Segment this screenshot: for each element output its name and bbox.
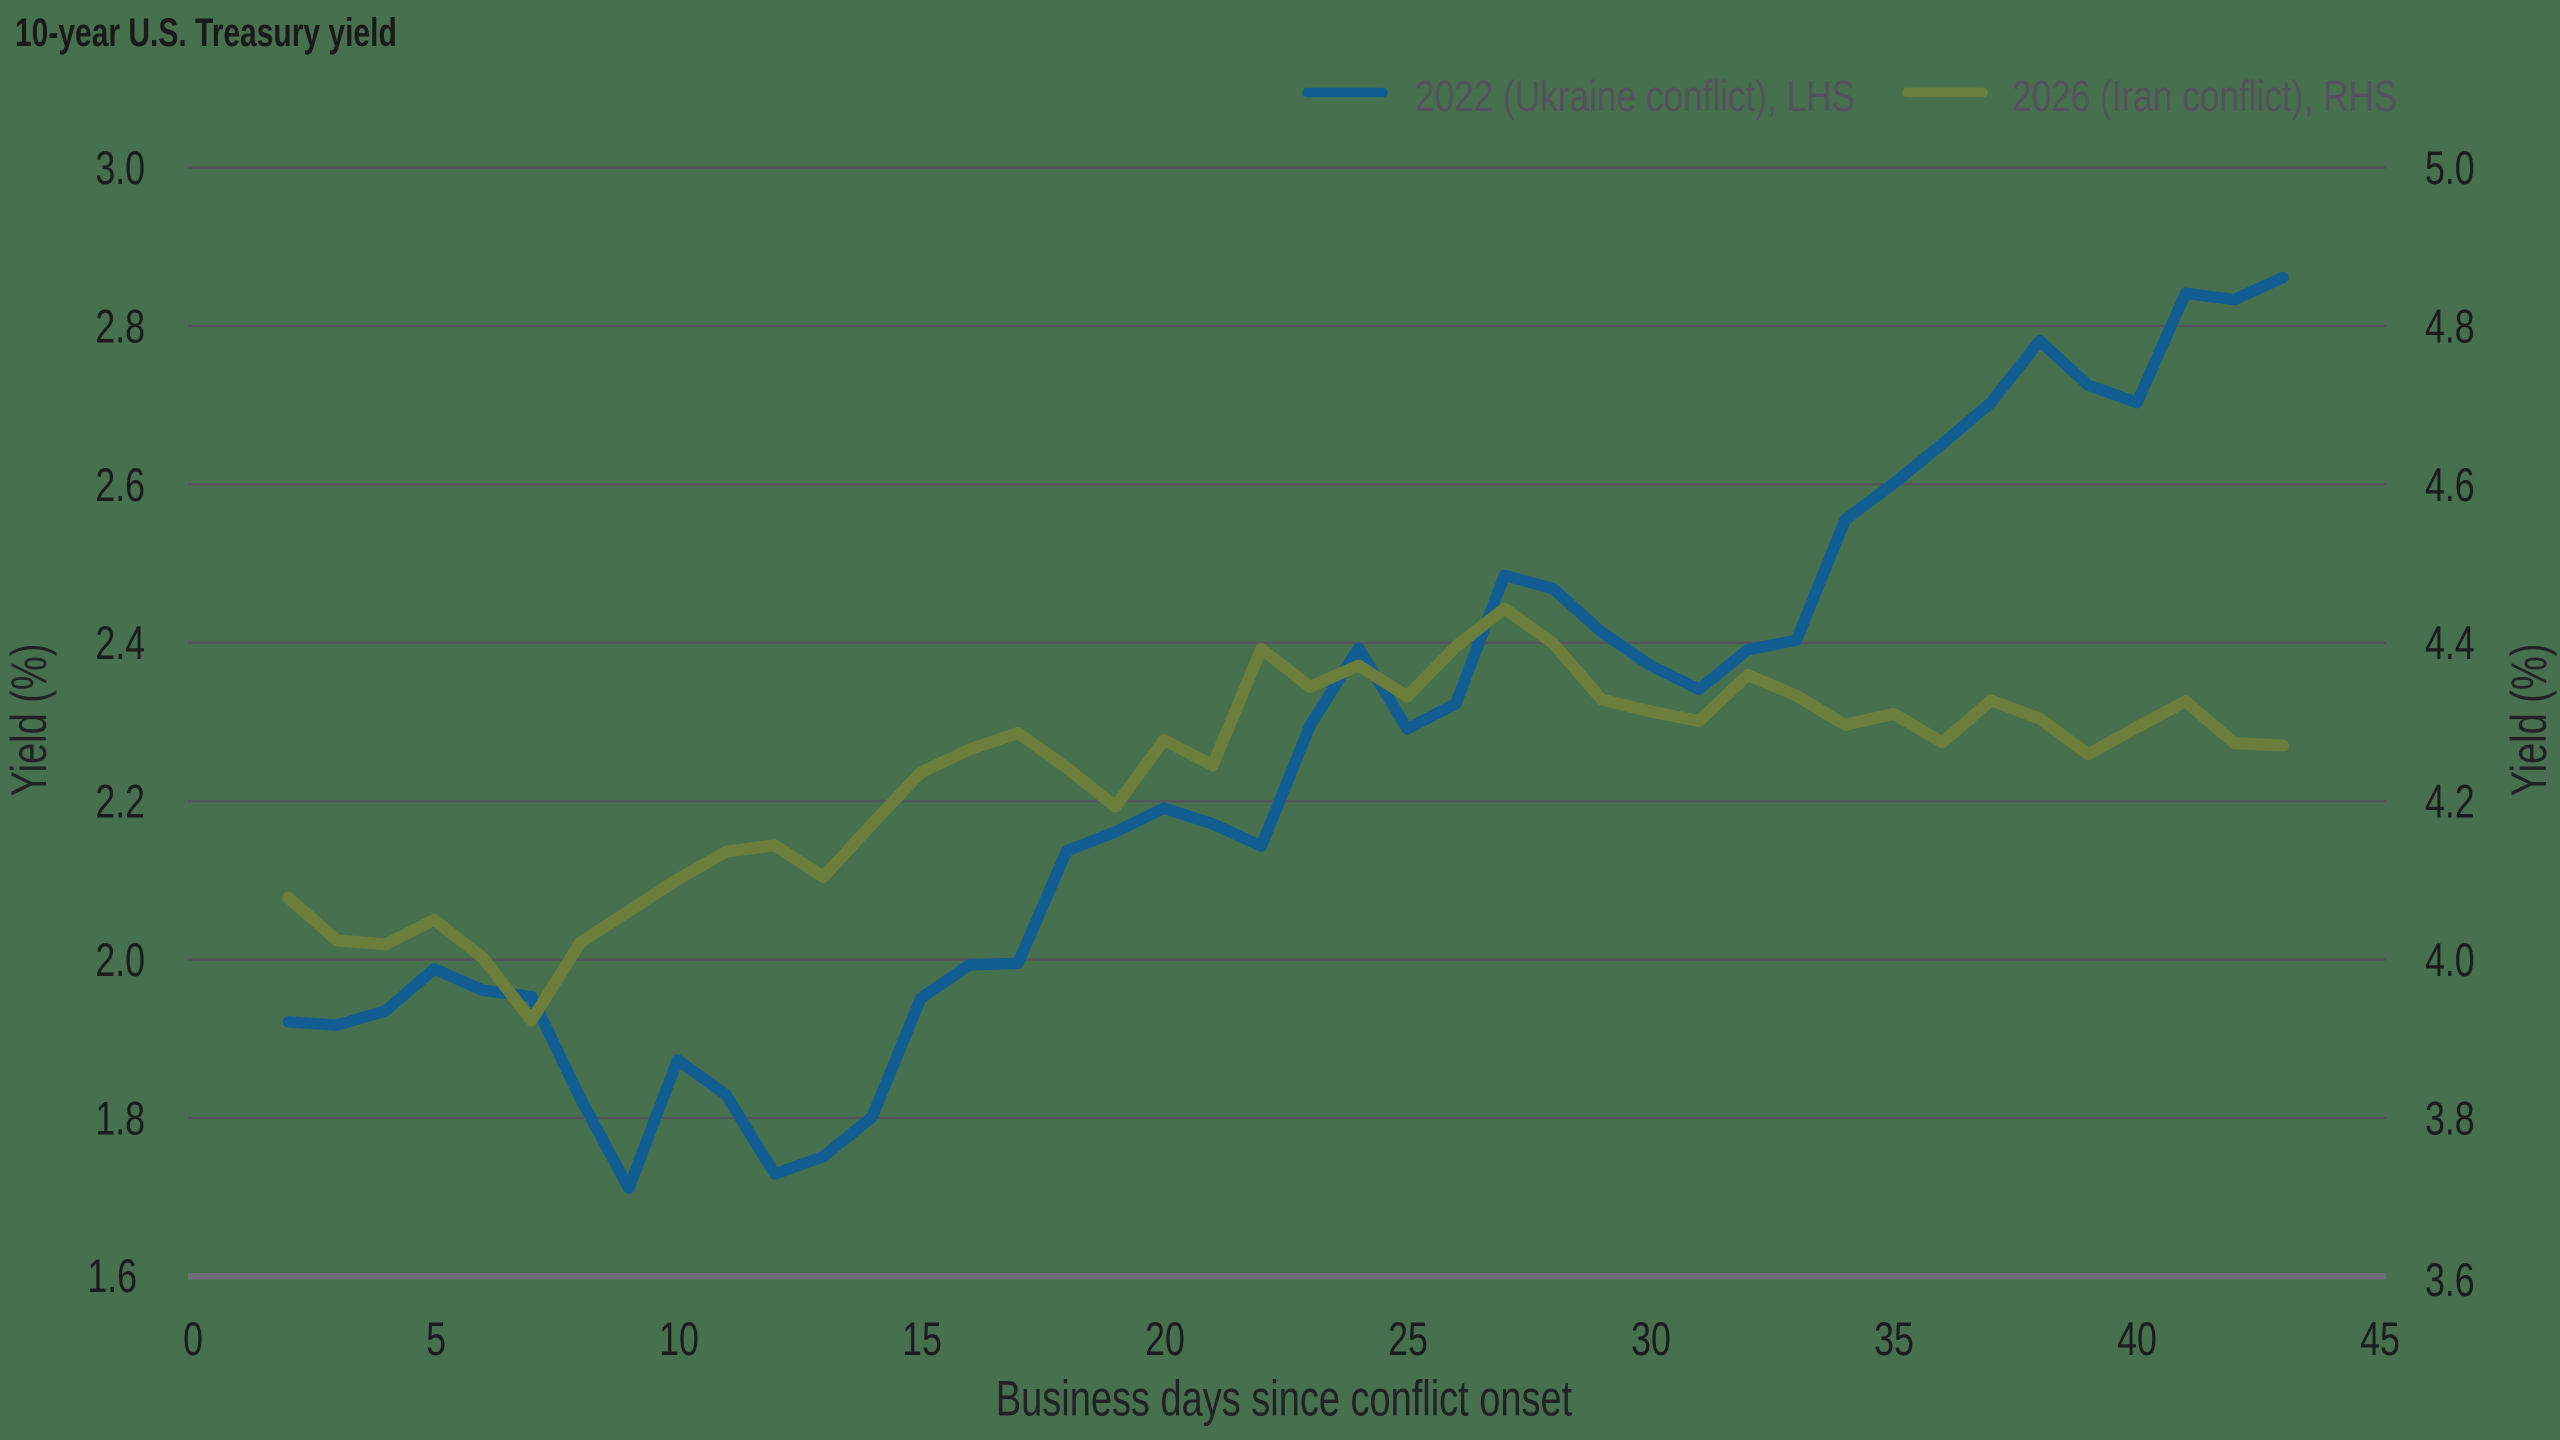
svg-text:4.8: 4.8 [2425,300,2475,353]
svg-text:4.4: 4.4 [2425,616,2475,669]
svg-text:2026 (Iran conflict), RHS: 2026 (Iran conflict), RHS [2012,72,2397,121]
svg-text:2.2: 2.2 [95,775,145,828]
svg-text:2.6: 2.6 [95,458,145,511]
svg-text:0: 0 [183,1312,203,1365]
svg-text:Business days since conflict o: Business days since conflict onset [996,1372,1573,1427]
svg-text:10-year U.S. Treasury yield: 10-year U.S. Treasury yield [15,11,397,55]
svg-text:30: 30 [1631,1312,1671,1365]
svg-text:1.6: 1.6 [87,1249,137,1302]
svg-text:3.6: 3.6 [2425,1253,2475,1306]
svg-text:4.6: 4.6 [2425,458,2475,511]
svg-text:10: 10 [659,1312,699,1365]
svg-text:Yield (%): Yield (%) [2,644,57,797]
svg-text:3.0: 3.0 [95,141,145,194]
svg-text:2022 (Ukraine conflict), LHS: 2022 (Ukraine conflict), LHS [1415,72,1855,121]
svg-text:3.8: 3.8 [2425,1092,2475,1145]
svg-text:4.2: 4.2 [2425,775,2475,828]
svg-text:20: 20 [1145,1312,1185,1365]
svg-text:5: 5 [426,1312,446,1365]
svg-text:35: 35 [1874,1312,1914,1365]
svg-text:25: 25 [1388,1312,1428,1365]
svg-text:45: 45 [2360,1312,2400,1365]
svg-text:4.0: 4.0 [2425,933,2475,986]
svg-text:1.8: 1.8 [95,1092,145,1145]
svg-text:5.0: 5.0 [2425,141,2475,194]
svg-text:15: 15 [902,1312,942,1365]
svg-text:2.8: 2.8 [95,300,145,353]
svg-text:2.0: 2.0 [95,933,145,986]
svg-text:2.4: 2.4 [95,616,145,669]
svg-text:40: 40 [2117,1312,2157,1365]
svg-text:Yield (%): Yield (%) [2502,644,2557,797]
